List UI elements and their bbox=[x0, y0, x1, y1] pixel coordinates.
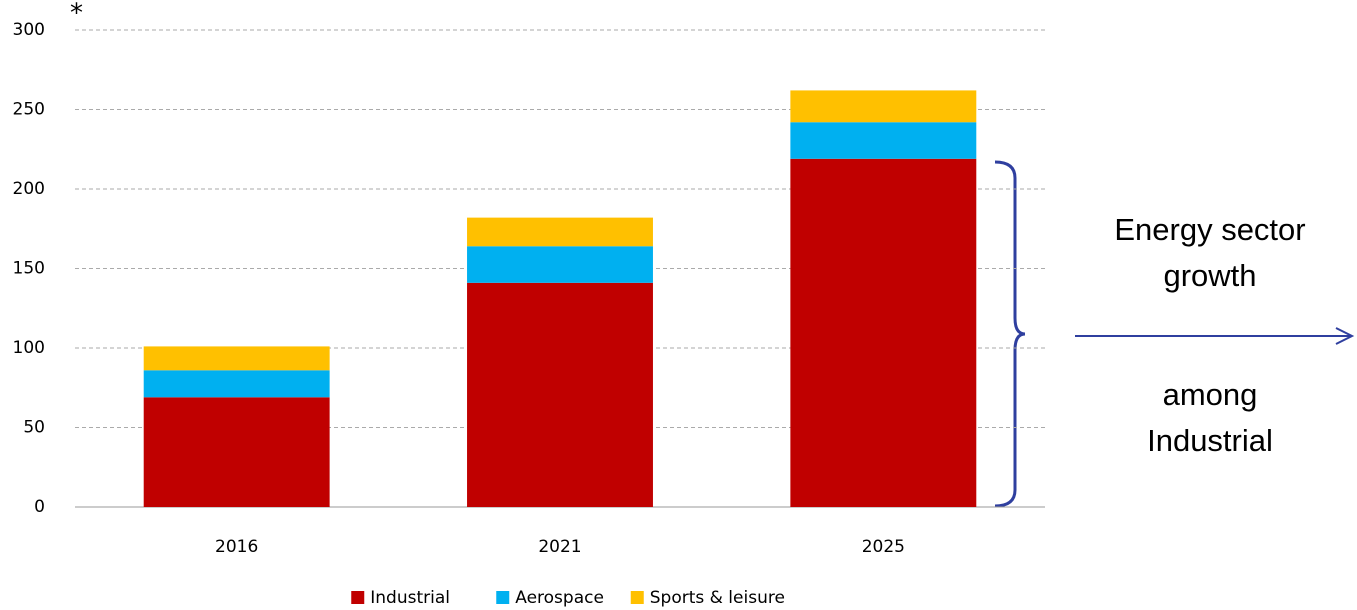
y-tick-label: 150 bbox=[13, 259, 45, 279]
bar-segment bbox=[790, 90, 977, 123]
bar-segment bbox=[467, 217, 653, 247]
legend-label: Sports & leisure bbox=[650, 588, 785, 608]
brace bbox=[994, 160, 1026, 508]
y-tick-label: 300 bbox=[13, 20, 45, 40]
asterisk: * bbox=[70, 0, 83, 29]
x-tick-label: 2016 bbox=[215, 537, 258, 557]
annotation: among Industrial bbox=[1147, 377, 1273, 458]
bar-segment bbox=[467, 246, 653, 283]
bar-segment bbox=[790, 158, 977, 508]
arrow-head bbox=[1335, 327, 1355, 345]
legend-label: Industrial bbox=[370, 588, 450, 608]
legend-swatch bbox=[630, 591, 644, 604]
bar-segment bbox=[143, 397, 330, 507]
legend-swatch bbox=[351, 591, 365, 604]
y-tick-label: 0 bbox=[34, 497, 45, 517]
legend-swatch bbox=[496, 591, 510, 604]
bar-segment bbox=[790, 122, 977, 159]
x-tick-label: 2021 bbox=[538, 537, 581, 557]
legend-label: Aerospace bbox=[515, 588, 604, 608]
bar-segment bbox=[467, 282, 653, 507]
bar-segment bbox=[143, 370, 330, 398]
bar-segment bbox=[143, 346, 330, 371]
x-tick-label: 2025 bbox=[862, 537, 905, 557]
y-tick-label: 200 bbox=[13, 179, 45, 199]
y-tick-label: 250 bbox=[13, 100, 45, 120]
y-tick-label: 50 bbox=[23, 418, 45, 438]
annotation: Energy sector growth bbox=[1114, 212, 1306, 293]
y-tick-label: 100 bbox=[13, 338, 45, 358]
